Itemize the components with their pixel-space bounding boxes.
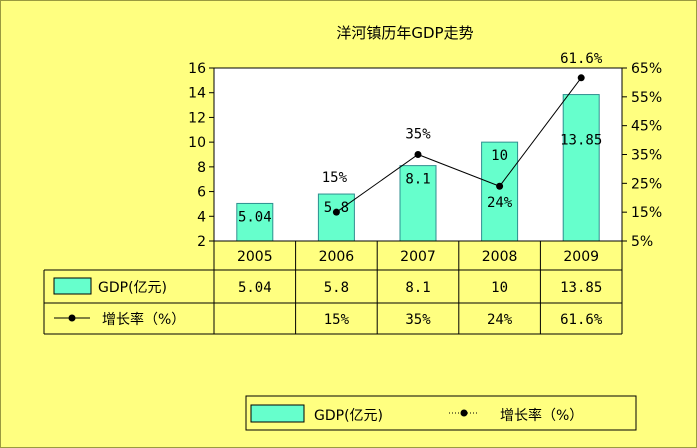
x-tick-2009: 2009 [563,249,599,265]
table-growth-2009: 61.6% [560,312,603,328]
chart-title: 洋河镇历年GDP走势 [336,24,473,42]
legend-gdp-label: GDP(亿元) [314,408,383,424]
y-left-tick-16: 16 [188,61,206,77]
table-gdp-2006: 5.8 [324,280,349,296]
legend-gdp-swatch [250,404,305,423]
table-gdp-swatch [53,277,92,295]
growth-label-2007: 35% [405,127,431,143]
x-tick-2007: 2007 [400,249,436,265]
table-growth-2006: 15% [324,312,350,328]
y-left-tick-2: 2 [197,234,206,250]
growth-point-2008 [496,182,504,190]
x-tick-2005: 2005 [237,249,273,265]
bar-gdp-2007 [399,165,437,242]
legend-growth-label: 增长率（%） [500,407,583,424]
y-right-tick-65%: 65% [631,61,662,77]
y-right-tick-15%: 15% [631,205,662,221]
bar-gdp-2009 [562,94,600,242]
table-gdp-2008: 10 [491,280,508,296]
growth-point-2006 [332,208,340,216]
bar-label-2008: 10 [491,148,508,164]
y-left-tick-6: 6 [197,185,206,201]
bar-gdp-2005 [236,202,274,242]
bar-label-2009: 13.85 [560,133,602,149]
table-growth-2007: 35% [405,312,431,328]
x-tick-2006: 2006 [319,249,355,265]
table-gdp-series-name: GDP(亿元) [98,280,167,296]
table-gdp-2009: 13.85 [560,280,602,296]
growth-label-2006: 15% [322,170,348,186]
bar-label-2005: 5.04 [238,209,272,225]
growth-label-2009: 61.6% [560,51,603,67]
growth-point-2009 [577,74,585,82]
table-growth-2008: 24% [487,312,513,328]
y-left-tick-10: 10 [188,135,206,151]
y-right-tick-5%: 5% [631,234,653,250]
legend-border [245,395,637,431]
table-gdp-2005: 5.04 [238,280,272,296]
growth-point-2007 [414,151,422,158]
y-right-tick-35%: 35% [631,148,662,164]
y-right-tick-45%: 45% [631,119,662,135]
y-left-tick-8: 8 [197,160,206,176]
x-tick-2008: 2008 [482,249,518,265]
table-growth-series-name: 增长率（%） [102,311,185,328]
growth-rate-line [336,77,582,213]
bar-label-2006: 5.8 [324,200,349,216]
y-right-tick-25%: 25% [631,176,662,192]
legend: GDP(亿元) 增长率（%） [245,395,637,431]
bar-label-2007: 8.1 [405,172,430,188]
y-left-tick-14: 14 [188,86,206,102]
y-left-tick-4: 4 [197,209,206,225]
growth-label-2008: 24% [487,195,513,211]
y-right-tick-55%: 55% [631,90,662,106]
legend-growth-marker [460,409,468,417]
table-growth-marker [68,314,76,322]
table-gdp-2007: 8.1 [405,280,430,296]
y-left-tick-12: 12 [188,110,206,126]
